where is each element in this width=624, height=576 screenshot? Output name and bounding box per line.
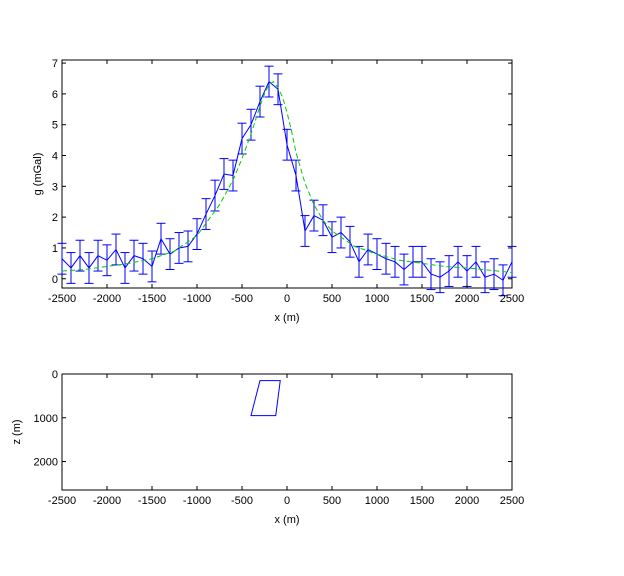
gravity-y-tick-label: 1 — [52, 243, 58, 255]
gravity-error-bar — [300, 215, 310, 247]
depth-x-tick-label: 0 — [284, 495, 290, 507]
gravity-error-bar — [453, 245, 463, 278]
depth-ticks: -2500 -2000 -1500 -1000 -500 0 500 1000 1500 2000… — [34, 369, 525, 507]
gravity-error-bar — [435, 261, 445, 294]
gravity-error-bar — [291, 159, 301, 192]
gravity-x-tick-label: 0 — [284, 293, 290, 305]
gravity-plot-frame — [61, 59, 513, 289]
gravity-error-bar — [201, 198, 211, 230]
gravity-y-axis-label: g (mGal) — [32, 153, 44, 196]
gravity-error-bar — [390, 245, 400, 278]
gravity-error-bar — [309, 199, 319, 232]
depth-plot-frame — [61, 373, 513, 491]
gravity-error-bar — [381, 242, 391, 275]
depth-body-outline — [250, 380, 281, 417]
gravity-error-bar — [444, 255, 454, 287]
gravity-error-bar — [408, 245, 418, 278]
gravity-error-bar — [471, 245, 481, 278]
gravity-axes: -2500 -2000 -1500 -1000 -500 0 500 1000 1500 2000… — [32, 58, 524, 324]
gravity-error-bar — [84, 252, 94, 284]
gravity-x-tick-label: -500 — [231, 293, 253, 305]
gravity-error-bar — [129, 239, 139, 272]
depth-x-axis-label: x (m) — [274, 514, 299, 526]
gravity-x-axis-label: x (m) — [274, 312, 299, 324]
gravity-error-bar — [165, 238, 175, 271]
gravity-error-bar — [282, 128, 292, 161]
depth-x-tick-label: 2500 — [500, 495, 524, 507]
gravity-error-bar — [273, 73, 283, 106]
gravity-x-tick-label: 1000 — [365, 293, 389, 305]
gravity-error-bar — [138, 242, 148, 275]
gravity-x-tick-label: -2000 — [93, 293, 121, 305]
gravity-error-bar — [264, 65, 274, 98]
gravity-error-bar — [228, 159, 238, 192]
gravity-error-bar — [66, 252, 76, 284]
gravity-y-tick-label: 4 — [52, 151, 58, 163]
gravity-error-bar — [120, 252, 130, 284]
depth-x-tick-label: 2000 — [455, 495, 479, 507]
gravity-ticks: -2500 -2000 -1500 -1000 -500 0 500 1000 1500 2000… — [48, 58, 524, 305]
gravity-error-bar — [147, 250, 157, 283]
gravity-x-tick-label: -1000 — [183, 293, 211, 305]
gravity-error-bar — [156, 222, 166, 255]
gravity-error-bar — [192, 218, 202, 250]
gravity-x-tick-label: 2500 — [500, 293, 524, 305]
gravity-error-bar — [237, 122, 247, 155]
gravity-model-curve — [61, 80, 513, 274]
gravity-error-bar — [219, 158, 229, 190]
depth-y-tick-label: 1000 — [34, 413, 58, 425]
gravity-error-bar — [183, 230, 193, 263]
gravity-y-tick-label: 0 — [52, 274, 58, 286]
depth-x-tick-label: -500 — [231, 495, 253, 507]
depth-axes: -2500 -2000 -1500 -1000 -500 0 500 1000 1500 2000… — [11, 369, 524, 526]
gravity-error-bar — [417, 245, 427, 278]
gravity-error-bar — [57, 242, 67, 275]
gravity-error-bar — [345, 225, 355, 258]
depth-y-tick-label: 2000 — [34, 457, 58, 469]
gravity-error-bar — [75, 239, 85, 272]
gravity-series — [57, 65, 517, 297]
gravity-y-tick-label: 7 — [52, 58, 58, 70]
gravity-y-tick-label: 6 — [52, 89, 58, 101]
gravity-error-bar — [507, 245, 517, 278]
gravity-error-bar — [480, 261, 490, 294]
gravity-error-bar — [498, 264, 508, 297]
gravity-error-bar — [336, 216, 346, 249]
gravity-y-tick-label: 2 — [52, 212, 58, 224]
gravity-error-bar — [327, 221, 337, 254]
gravity-error-bar — [399, 253, 409, 286]
depth-series — [250, 380, 281, 417]
gravity-x-tick-label: -2500 — [48, 293, 76, 305]
gravity-error-bar — [426, 258, 436, 291]
gravity-x-tick-label: -1500 — [138, 293, 166, 305]
gravity-x-tick-label: 2000 — [455, 293, 479, 305]
depth-y-tick-label: 0 — [52, 369, 58, 381]
depth-x-tick-label: -2500 — [48, 495, 76, 507]
depth-y-axis-label: z (m) — [11, 419, 23, 444]
gravity-error-bar — [93, 239, 103, 272]
depth-x-tick-label: -2000 — [93, 495, 121, 507]
depth-x-tick-label: -1500 — [138, 495, 166, 507]
depth-x-tick-label: 1000 — [365, 495, 389, 507]
depth-x-tick-label: 1500 — [410, 495, 434, 507]
gravity-error-bar — [102, 244, 112, 277]
gravity-error-bar — [489, 258, 499, 291]
gravity-x-tick-label: 1500 — [410, 293, 434, 305]
gravity-y-tick-label: 5 — [52, 120, 58, 132]
gravity-y-tick-label: 3 — [52, 181, 58, 193]
gravity-x-tick-label: 500 — [323, 293, 341, 305]
depth-x-tick-label: -1000 — [183, 495, 211, 507]
gravity-error-bar — [363, 233, 373, 266]
depth-x-tick-label: 500 — [323, 495, 341, 507]
